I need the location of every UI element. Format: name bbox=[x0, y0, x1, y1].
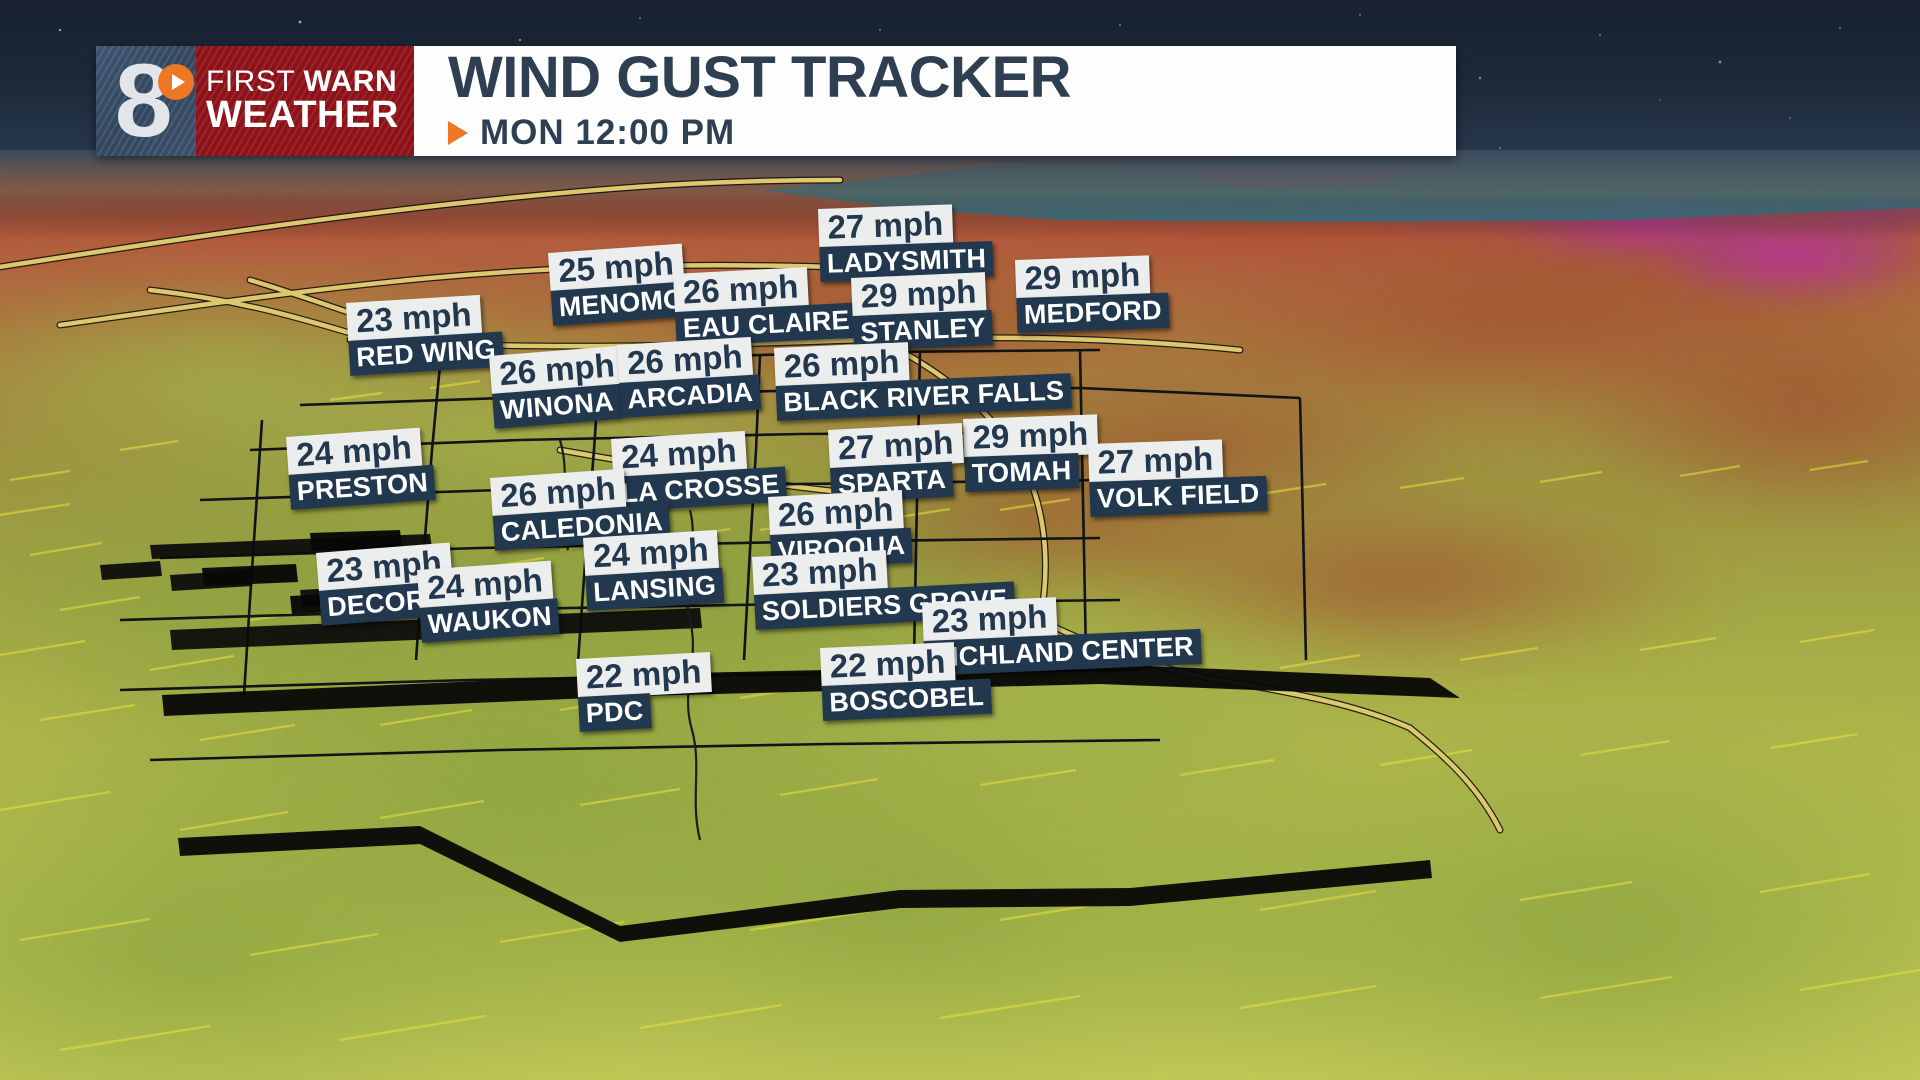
station-label[interactable]: 26 mph WINONA bbox=[489, 345, 628, 429]
station-label[interactable]: 26 mph EAU CLAIRE bbox=[673, 265, 858, 347]
station-label[interactable]: 24 mph WAUKON bbox=[417, 560, 560, 643]
station-name-row: MEDFORD bbox=[1016, 292, 1170, 333]
brand-line-2: WEATHER bbox=[206, 94, 399, 137]
title-block: WIND GUST TRACKER MON 12:00 PM bbox=[414, 46, 1456, 156]
station-name: TOMAH bbox=[964, 452, 1079, 492]
play-triangle-icon bbox=[448, 121, 468, 145]
station-name: PDC bbox=[577, 692, 652, 732]
brand-first: FIRST bbox=[206, 64, 304, 98]
station-name-row: TOMAH bbox=[964, 452, 1099, 492]
brand-hatch-texture bbox=[196, 46, 414, 156]
play-icon bbox=[158, 64, 194, 100]
title-banner: 8 FIRST WARN WEATHER WIND GUST TRACKER M… bbox=[96, 46, 1456, 156]
subtitle-row: MON 12:00 PM bbox=[448, 113, 1456, 153]
station-name-row: BOSCOBEL bbox=[821, 678, 992, 721]
station-label[interactable]: 23 mph RED WING bbox=[346, 294, 504, 376]
station-name-row: PDC bbox=[577, 690, 713, 732]
station-name: BOSCOBEL bbox=[821, 678, 992, 721]
station-gust-value: 22 mph bbox=[576, 652, 712, 699]
station-name-row: VOLK FIELD bbox=[1089, 475, 1267, 517]
forecast-time: MON 12:00 PM bbox=[480, 113, 736, 152]
channel-8-logo: 8 bbox=[96, 46, 196, 156]
station-label[interactable]: 26 mph ARCADIA bbox=[617, 336, 762, 418]
brand-line-1: FIRST WARN bbox=[206, 64, 414, 98]
page-title: WIND GUST TRACKER bbox=[448, 45, 1072, 110]
wind-streaks bbox=[0, 379, 1920, 1052]
station-label[interactable]: 22 mph PDC bbox=[576, 652, 713, 732]
station-label[interactable]: 29 mph TOMAH bbox=[963, 414, 1099, 492]
station-label[interactable]: 27 mph VOLK FIELD bbox=[1088, 438, 1267, 517]
first-warn-weather-block: FIRST WARN WEATHER bbox=[196, 46, 414, 156]
logo-digit: 8 bbox=[114, 46, 173, 156]
station-label[interactable]: 26 mph BLACK RIVER FALLS bbox=[774, 335, 1072, 421]
station-label[interactable]: 29 mph MEDFORD bbox=[1015, 255, 1170, 333]
brand-warn: WARN bbox=[303, 64, 398, 98]
station-label[interactable]: 24 mph LANSING bbox=[583, 529, 725, 611]
station-name: VOLK FIELD bbox=[1089, 475, 1267, 517]
station-label[interactable]: 24 mph PRESTON bbox=[286, 427, 437, 510]
station-name: MEDFORD bbox=[1016, 292, 1170, 333]
station-label[interactable]: 22 mph BOSCOBEL bbox=[820, 641, 992, 721]
